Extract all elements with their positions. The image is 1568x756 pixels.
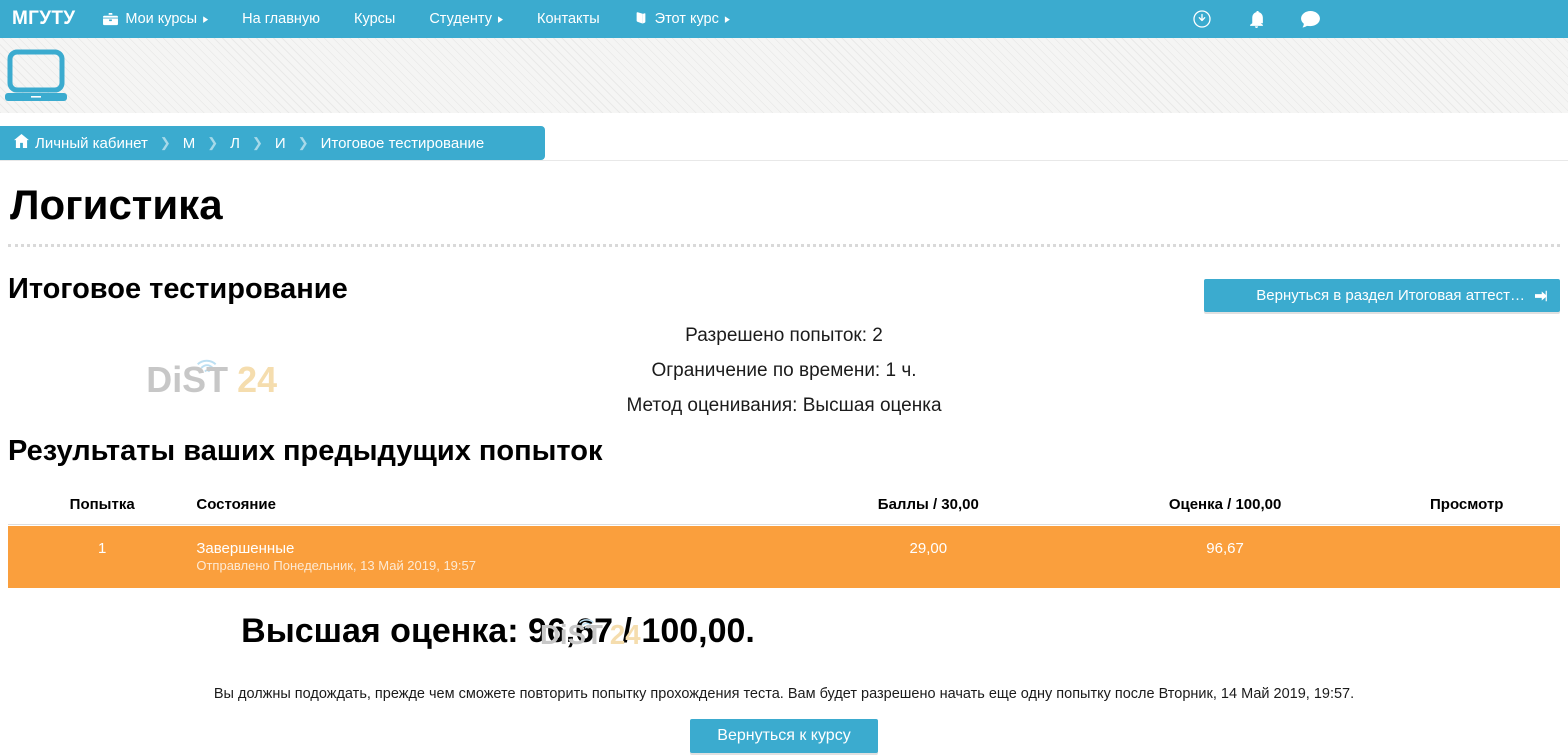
svg-text:24: 24 (610, 619, 641, 650)
svg-text:DiST: DiST (540, 619, 603, 650)
svg-text:DiST: DiST (146, 360, 228, 399)
svg-text:24: 24 (237, 360, 277, 399)
